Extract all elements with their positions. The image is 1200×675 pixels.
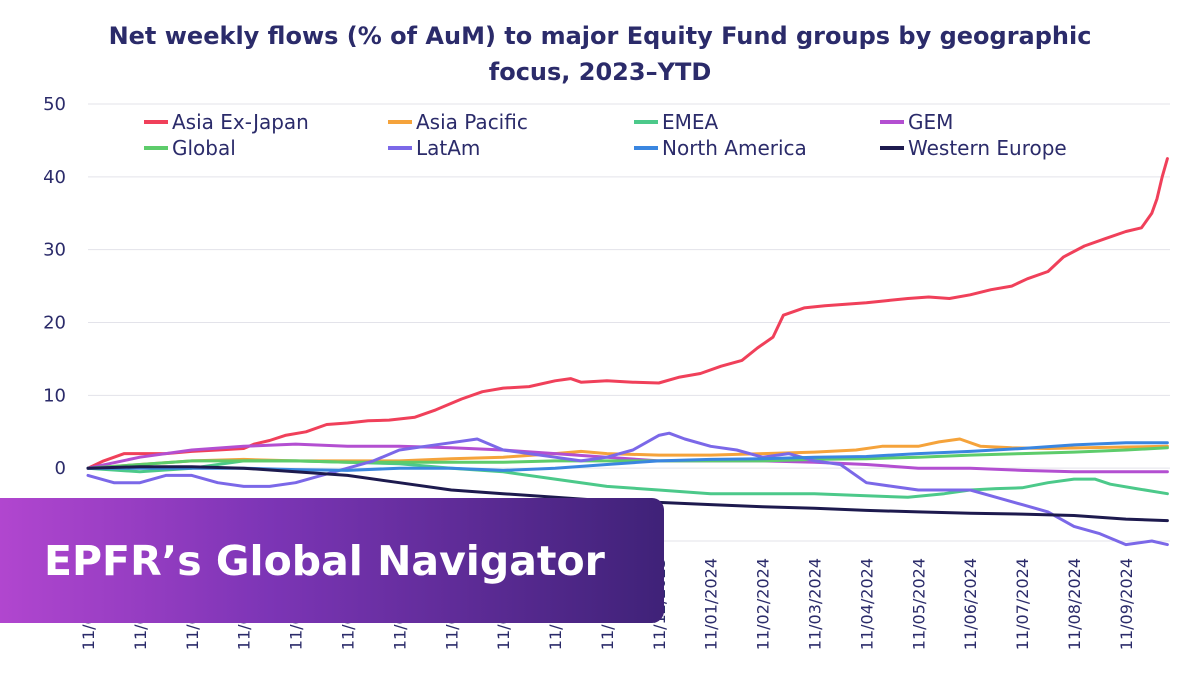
brand-banner: EPFR’s Global Navigator xyxy=(0,498,664,623)
y-tick-label: 20 xyxy=(43,313,66,334)
y-tick-label: 30 xyxy=(43,240,66,261)
series-lines xyxy=(86,157,1169,547)
x-tick-label: 11/03/2024 xyxy=(806,558,825,650)
legend-label-gem: GEM xyxy=(908,110,953,134)
series-line-global xyxy=(86,446,1169,470)
gridlines xyxy=(88,103,1170,542)
legend-label-western-europe: Western Europe xyxy=(908,136,1067,160)
x-tick-label: 11/07/2024 xyxy=(1013,558,1032,650)
chart-title: Net weekly flows (% of AuM) to major Equ… xyxy=(108,22,1092,86)
y-tick-label: 50 xyxy=(43,94,66,115)
x-tick-label: 11/01/2024 xyxy=(702,558,721,650)
legend-label-asia-ex-japan: Asia Ex-Japan xyxy=(172,110,309,134)
y-tick-label: 0 xyxy=(55,458,66,479)
series-line-asia-ex-japan xyxy=(86,157,1169,470)
series-line-latam xyxy=(86,431,1169,547)
banner-text: EPFR’s Global Navigator xyxy=(44,536,605,585)
series-line-emea xyxy=(86,459,1169,499)
x-tick-label: 11/09/2024 xyxy=(1117,558,1136,650)
y-tick-label: 10 xyxy=(43,385,66,406)
legend-label-global: Global xyxy=(172,136,236,160)
legend-label-asia-pacific: Asia Pacific xyxy=(416,110,528,134)
legend-label-emea: EMEA xyxy=(662,110,719,134)
x-tick-label: 11/05/2024 xyxy=(909,558,928,650)
legend-label-latam: LatAm xyxy=(416,136,480,160)
x-tick-label: 11/08/2024 xyxy=(1065,558,1084,650)
legend-label-north-america: North America xyxy=(662,136,807,160)
x-tick-label: 11/02/2024 xyxy=(754,558,773,650)
series-line-gem xyxy=(86,442,1169,474)
y-tick-label: 40 xyxy=(43,167,66,188)
x-tick-label: 11/04/2024 xyxy=(857,558,876,650)
legend: Asia Ex-Japan Asia Pacific EMEA GEM Global La… xyxy=(144,110,1067,160)
x-tick-label: 11/06/2024 xyxy=(961,558,980,650)
